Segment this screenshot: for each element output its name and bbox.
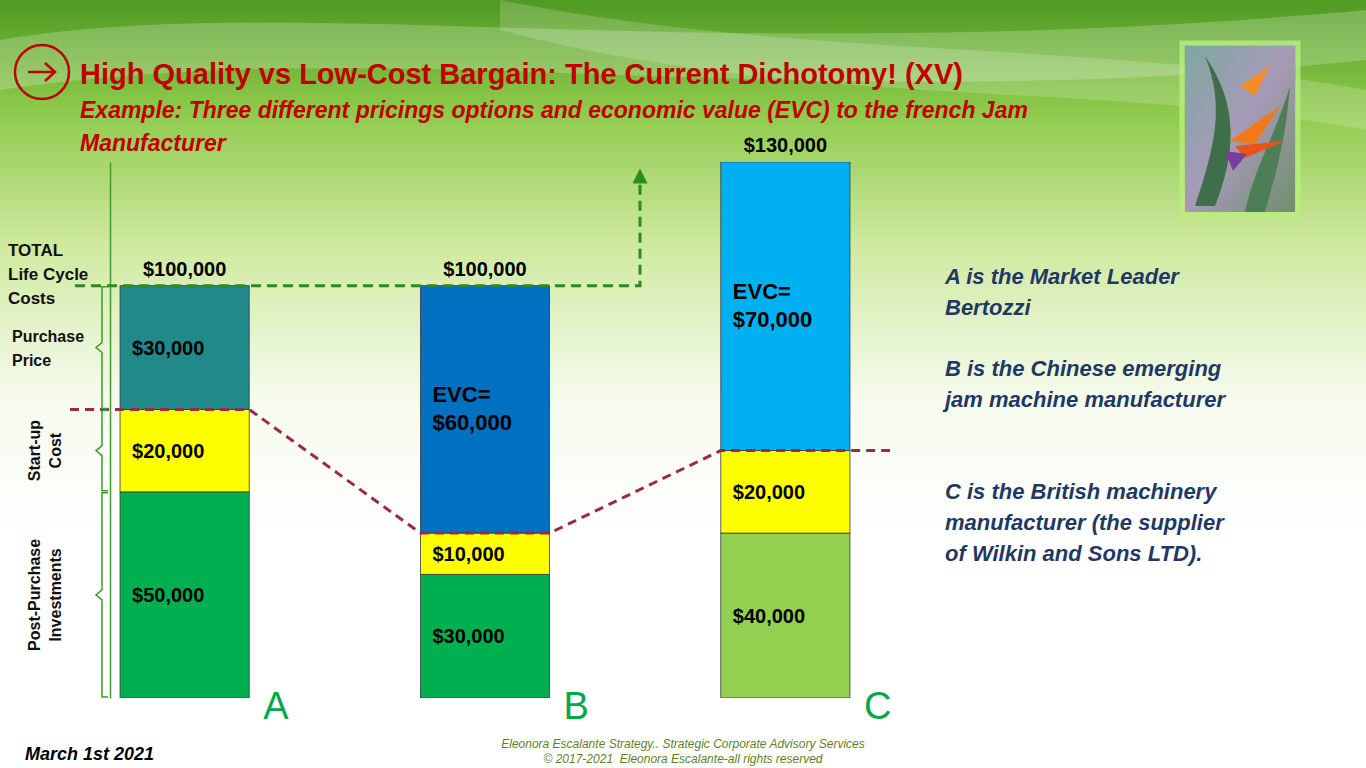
bar-segment: [120, 409, 249, 491]
text-line: $10,000: [432, 543, 504, 565]
series-bracket: [96, 493, 108, 697]
text-line: Life Cycle: [8, 265, 88, 284]
painting-canvas: [1185, 46, 1295, 212]
painting: [1182, 43, 1298, 215]
bar-segment: [721, 533, 850, 698]
annotation: A is the Market Leader Bertozzi: [944, 264, 1180, 320]
total-label: $100,000: [143, 258, 226, 280]
text-line: jam machine manufacturer: [942, 387, 1226, 412]
data-label: EVC= $70,000: [733, 279, 813, 332]
painting-flower: [1230, 106, 1280, 144]
series-label: Purchase Price: [12, 328, 84, 369]
x-axis: A B C: [263, 685, 891, 727]
x-tick: A: [263, 685, 289, 727]
title-icon: [15, 45, 69, 99]
series-label: Start-upCost: [26, 420, 64, 482]
total-life-cycle-label: TOTAL Life Cycle Costs: [8, 241, 88, 308]
footer: Eleonora Escalante Strategy.. Strategic …: [501, 737, 865, 751]
painting-flower: [1225, 151, 1247, 171]
data-label: $20,000: [733, 481, 805, 503]
cost-boundary-line: [70, 409, 890, 533]
series-bracket: [96, 287, 108, 409]
text-line: Manufacturer: [80, 130, 227, 156]
text-line: $50,000: [132, 584, 204, 606]
total-life-cycle-line: [75, 176, 640, 286]
text-line: TOTAL: [8, 241, 63, 260]
bar-segment: [420, 533, 549, 574]
text-line: $70,000: [733, 307, 813, 332]
y-axis-line: [110, 163, 112, 699]
text-line: Bertozzi: [945, 295, 1031, 320]
x-tick-label: A: [263, 685, 289, 727]
text-line: C is the British machinery: [945, 479, 1218, 504]
background: [0, 0, 1366, 768]
subtitle: Example: Three different pricings option…: [80, 97, 1028, 156]
painting-flower: [1240, 66, 1270, 96]
annotation: B is the Chinese emerging jam machine man…: [942, 356, 1226, 412]
slide: High Quality vs Low-Cost Bargain: The Cu…: [0, 0, 1366, 768]
text-line: manufacturer (the supplier: [945, 510, 1225, 535]
bars: [120, 162, 850, 698]
text-line: Price: [12, 352, 51, 369]
y-axis: [110, 163, 111, 699]
x-tick: C: [864, 685, 891, 727]
text-line: $40,000: [733, 605, 805, 627]
data-label: $40,000: [733, 605, 805, 627]
text-line: Purchase: [12, 328, 84, 345]
title: High Quality vs Low-Cost Bargain: The Cu…: [80, 58, 963, 90]
text-line: Cost: [47, 432, 64, 468]
series-bracket: [96, 410, 108, 490]
data-labels: $50,000 $30,000 $40,000 $20,000 $10,000 $20,0…: [132, 134, 827, 647]
data-label: $30,000: [432, 625, 504, 647]
x-tick: B: [564, 685, 589, 727]
text-line: $20,000: [132, 440, 204, 462]
data-label: $50,000: [132, 584, 204, 606]
series-label: Post-PurchaseInvestments: [26, 539, 64, 651]
bar-segment: [721, 451, 850, 533]
total-label: $130,000: [744, 134, 827, 156]
data-label: $10,000: [432, 543, 504, 565]
bar-segment: [721, 162, 850, 451]
text-line: B is the Chinese emerging: [945, 356, 1222, 381]
text-line: $30,000: [132, 337, 204, 359]
bar-segment: [420, 574, 549, 698]
text-line: EVC=: [432, 382, 490, 407]
x-tick-label: B: [564, 685, 589, 727]
data-label: EVC= $60,000: [432, 382, 512, 435]
title-icon-arrow: [28, 63, 55, 81]
bar-segment: [120, 286, 249, 410]
data-label: $20,000: [132, 440, 204, 462]
text-line: Example: Three different pricings option…: [80, 97, 1028, 123]
text-line: A is the Market Leader: [944, 264, 1180, 289]
bar-segment: [420, 286, 549, 533]
total-label: $100,000: [443, 258, 526, 280]
date: March 1st 2021: [25, 744, 154, 764]
text-line: EVC=: [733, 279, 791, 304]
text-line: $60,000: [432, 410, 512, 435]
text-line: $30,000: [432, 625, 504, 647]
text-line: Post-Purchase: [26, 539, 43, 651]
painting-frame: [1182, 43, 1298, 215]
text-line: Start-up: [26, 420, 43, 482]
annotation: C is the British machinery manufacturer (…: [945, 479, 1225, 566]
text-line: Costs: [8, 289, 55, 308]
text-line: Investments: [47, 548, 64, 641]
bar-segment: [120, 492, 249, 698]
data-label: $30,000: [132, 337, 204, 359]
text-line: $20,000: [733, 481, 805, 503]
painting-leaf: [1195, 56, 1231, 206]
x-tick-label: C: [864, 685, 891, 727]
text-line: of Wilkin and Sons LTD).: [945, 541, 1202, 566]
footer: © 2017-2021 Eleonora Escalante-all right…: [544, 752, 823, 766]
